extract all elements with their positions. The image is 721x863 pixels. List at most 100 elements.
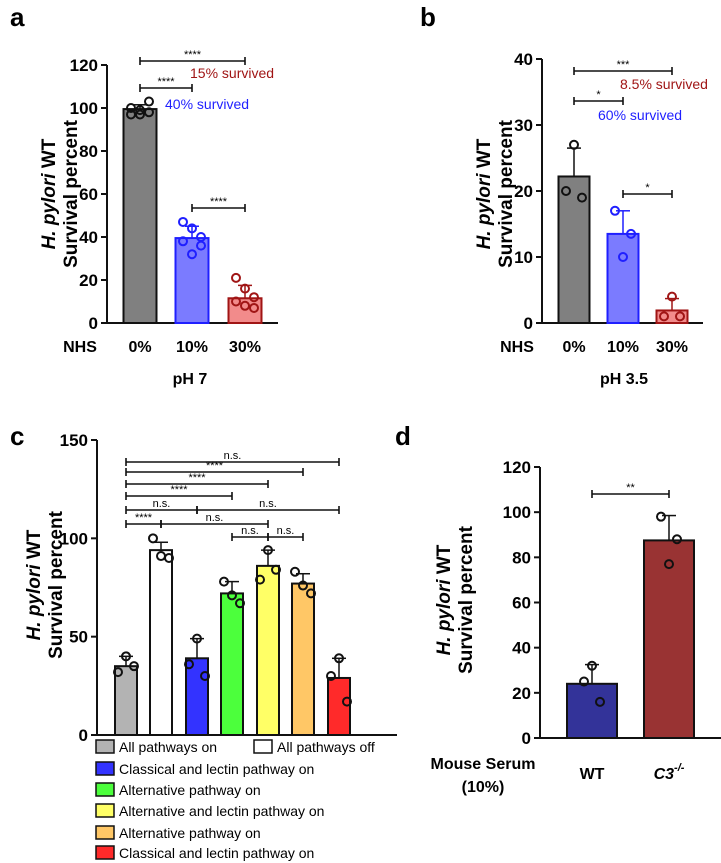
y-label-italic: H. pylori <box>434 579 455 656</box>
data-point <box>263 545 273 556</box>
data-point <box>196 240 206 251</box>
legend-label: Classical and lectin pathway on <box>119 845 314 861</box>
panel-a: a 0 20 40 60 80 100 120 H. pylori WT Survival per… <box>10 2 278 388</box>
x-tick-label: C3-/- <box>654 762 685 783</box>
legend-label: Classical and lectin pathway on <box>119 761 314 777</box>
y-tick-label: 50 <box>69 628 88 647</box>
y-tick-label: 100 <box>60 529 88 548</box>
significance-label: n.s. <box>277 525 295 537</box>
panel-label: c <box>10 421 24 451</box>
legend-label: Alternative pathway on <box>119 825 261 841</box>
data-point <box>126 109 136 120</box>
x-tick-label: 0% <box>128 339 151 356</box>
y-tick-label: 20 <box>79 271 98 290</box>
y-tick-label: 20 <box>512 684 531 703</box>
y-tick-label: 40 <box>512 639 531 658</box>
legend-swatch <box>95 761 115 776</box>
data-point <box>675 311 685 322</box>
bar <box>643 539 695 739</box>
condition-label: pH 7 <box>173 371 208 388</box>
significance-label: n.s. <box>153 498 171 510</box>
x-tick-text: WT <box>580 766 605 783</box>
condition-label: pH 3.5 <box>600 371 648 388</box>
y-tick-label: 0 <box>524 314 533 333</box>
data-point <box>618 252 628 262</box>
legend-swatch <box>95 782 115 797</box>
data-point <box>626 228 636 239</box>
significance-label: n.s. <box>259 498 277 510</box>
y-tick-label: 20 <box>514 182 533 201</box>
significance-label: n.s. <box>224 450 242 462</box>
y-axis-label-line2: Survival percent <box>456 525 477 674</box>
x-tick-text: 0% <box>562 339 585 356</box>
legend-swatch <box>95 803 115 818</box>
x-tick-label: 10% <box>176 339 208 356</box>
data-point <box>659 311 669 322</box>
data-point <box>200 671 210 681</box>
data-point <box>156 551 166 562</box>
legend-swatch <box>95 825 115 840</box>
significance-label: n.s. <box>206 512 224 524</box>
data-point <box>656 511 666 522</box>
x-tick-text: C3 <box>654 766 675 783</box>
data-point <box>235 598 245 609</box>
data-point <box>610 205 620 216</box>
data-point <box>342 696 352 707</box>
x-tick-text: 30% <box>656 339 688 356</box>
significance-label: **** <box>206 460 224 472</box>
y-tick-label: 120 <box>70 56 98 75</box>
y-label-italic: H. pylori <box>474 173 495 250</box>
y-axis-label: H. pylori WT <box>474 138 495 249</box>
data-point <box>249 292 259 303</box>
x-tick-text: 10% <box>607 339 639 356</box>
y-label-rest: WT <box>39 138 60 173</box>
legend-label: Alternative pathway on <box>119 782 261 798</box>
y-tick-label: 100 <box>70 99 98 118</box>
x-axis-label: Mouse Serum <box>431 756 536 773</box>
panel-label: a <box>10 2 25 32</box>
y-axis-label: H. pylori WT <box>434 544 455 655</box>
y-tick-label: 60 <box>79 185 98 204</box>
bar <box>256 564 280 736</box>
data-point <box>255 574 265 585</box>
legend-swatch <box>95 845 115 860</box>
x-tick-text: 10% <box>176 339 208 356</box>
significance-label: * <box>645 182 650 194</box>
legend-label: Alternative and lectin pathway on <box>119 803 324 819</box>
y-tick-label: 0 <box>79 726 88 745</box>
x-axis-label: NHS <box>500 339 534 356</box>
y-label-rest: WT <box>24 529 45 564</box>
data-point <box>249 302 259 313</box>
data-point <box>187 249 197 260</box>
data-point <box>231 272 241 283</box>
panel-b: b 0 10 20 30 40 H. pylori WT Survival percent 0%… <box>420 2 708 388</box>
y-label-italic: H. pylori <box>24 564 45 641</box>
y-tick-label: 0 <box>89 314 98 333</box>
bar <box>291 582 315 736</box>
data-point <box>667 291 677 302</box>
y-tick-label: 80 <box>512 548 531 567</box>
significance-label: **** <box>170 484 188 496</box>
bar <box>606 232 640 324</box>
data-point <box>290 566 300 577</box>
bar <box>149 549 173 737</box>
y-tick-label: 120 <box>503 458 531 477</box>
data-point <box>227 590 237 601</box>
survival-annotation: 8.5% survived <box>620 76 708 92</box>
bar <box>557 175 591 324</box>
data-point <box>192 633 202 644</box>
data-point <box>579 676 589 687</box>
y-tick-label: 10 <box>514 248 533 267</box>
x-tick-label: WT <box>580 766 605 783</box>
data-point <box>595 696 605 707</box>
x-tick-label: 30% <box>229 339 261 356</box>
data-point <box>577 192 587 203</box>
data-point <box>672 534 682 545</box>
panel-label: d <box>395 421 411 451</box>
y-axis-label-line2: Survival percent <box>46 510 67 659</box>
data-point <box>231 296 241 307</box>
x-axis-label-2: (10%) <box>462 779 505 796</box>
x-tick-label: 10% <box>607 339 639 356</box>
data-point <box>219 576 229 587</box>
bar <box>122 108 158 324</box>
